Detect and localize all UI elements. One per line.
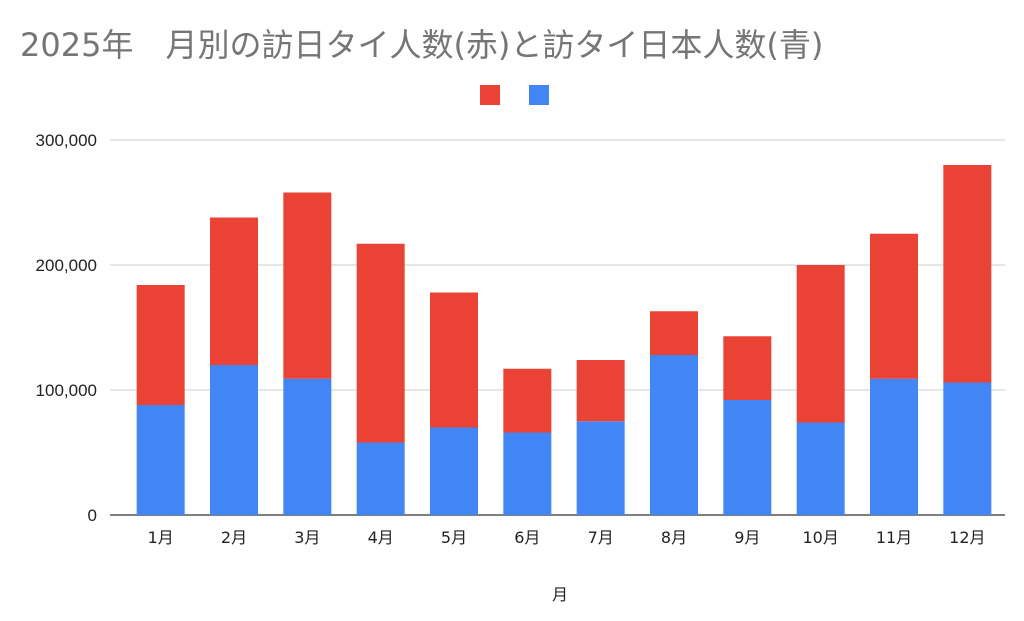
bar-segment-blue: [430, 427, 478, 515]
y-tick-label: 200,000: [36, 256, 97, 275]
x-tick-label: 3月: [294, 528, 320, 547]
bar-segment-red: [356, 243, 405, 443]
x-tick-label: 6月: [514, 528, 540, 547]
x-tick-label: 2月: [221, 528, 247, 547]
bar-segment-blue: [136, 405, 185, 515]
x-tick-label: 4月: [368, 528, 394, 547]
bar-segment-red: [870, 233, 918, 379]
x-tick-label: 10月: [802, 528, 838, 547]
x-tick-label: 8月: [661, 528, 687, 547]
y-tick-label: 100,000: [36, 381, 97, 400]
bar-segment-red: [576, 360, 625, 422]
bar-segment-red: [136, 285, 185, 405]
bar-segment-blue: [503, 432, 552, 515]
x-tick-label: 7月: [588, 528, 614, 547]
bar-segment-blue: [723, 400, 772, 515]
x-tick-label: 9月: [734, 528, 760, 547]
bar-segment-blue: [283, 378, 332, 515]
bar-segment-red: [430, 292, 478, 428]
bar-segment-blue: [870, 378, 918, 515]
bar-segment-red: [723, 336, 772, 400]
bar-segment-blue: [796, 422, 845, 515]
bar-segment-red: [650, 311, 698, 355]
y-tick-label: 300,000: [36, 131, 97, 150]
bar-segment-red: [503, 368, 552, 433]
chart-title: 2025年 月別の訪日タイ人数(赤)と訪タイ日本人数(青): [20, 26, 824, 64]
x-axis-label: 月: [552, 585, 568, 604]
x-tick-label: 5月: [441, 528, 467, 547]
bar-segment-blue: [943, 382, 992, 515]
bar-segment-red: [210, 217, 258, 365]
bar-segment-blue: [356, 442, 405, 515]
bar-segment-blue: [210, 365, 258, 515]
bar-segment-red: [796, 265, 845, 423]
y-tick-label: 0: [88, 506, 97, 525]
x-tick-label: 12月: [949, 528, 985, 547]
legend-swatch-blue: [529, 85, 549, 105]
x-tick-label: 11月: [876, 528, 912, 547]
bar-segment-blue: [576, 421, 625, 515]
x-tick-label: 1月: [148, 528, 174, 547]
bar-segment-red: [943, 165, 992, 383]
bar-segment-red: [283, 192, 332, 379]
legend-swatch-red: [480, 85, 500, 105]
bar-segment-blue: [650, 355, 698, 515]
